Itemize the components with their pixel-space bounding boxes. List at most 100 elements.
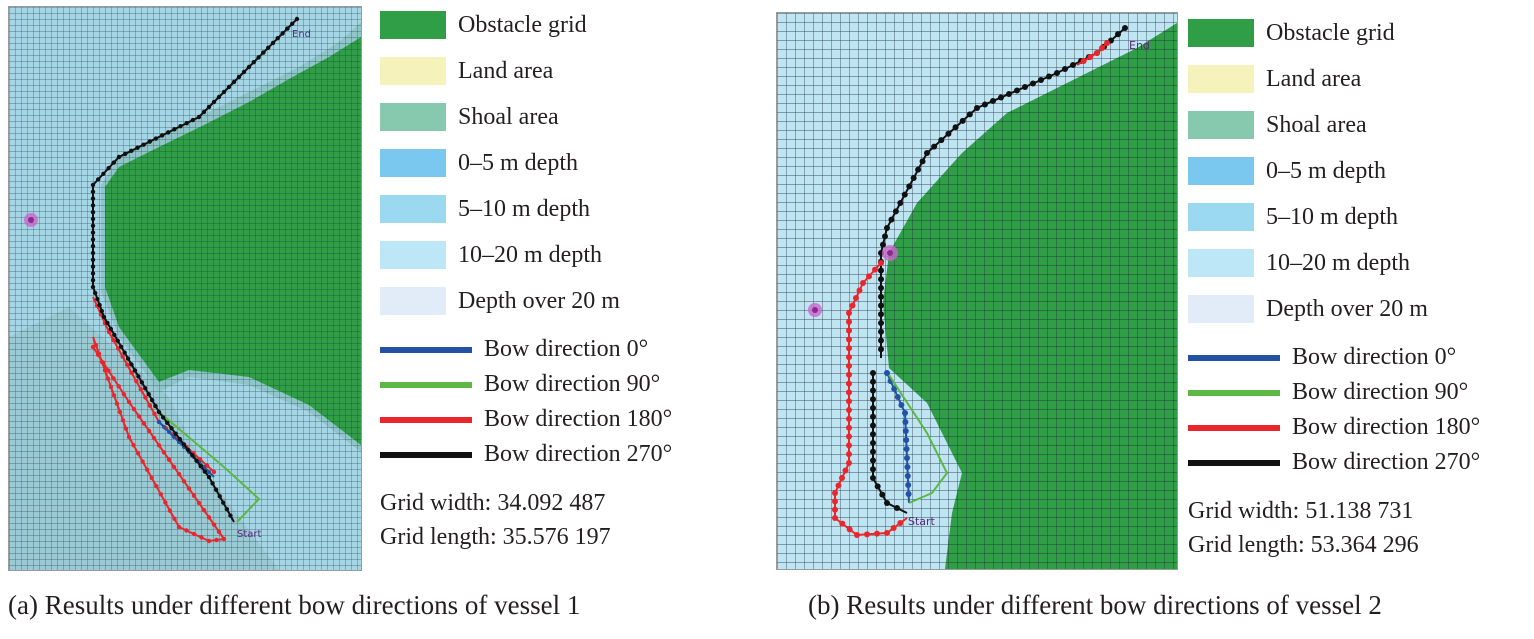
route-bow-270-point (202, 469, 208, 474)
route-bow-180-loop-point (114, 401, 120, 406)
route-bow-180-upper-point (1104, 40, 1110, 46)
route-bow-270-point (880, 241, 886, 248)
route-bow-180-loop-point (120, 418, 126, 423)
legend-line-swatch (380, 381, 472, 388)
legend-label: 5–10 m depth (458, 195, 590, 222)
grid-overlay (9, 7, 361, 570)
legend-swatch (1188, 65, 1254, 93)
route-bow-180-point (842, 467, 849, 474)
route-bow-270-point (952, 124, 959, 131)
legend-line-swatch (1188, 389, 1280, 396)
route-bow-270-point (139, 380, 145, 385)
route-bow-270-point (1022, 84, 1028, 90)
route-bow-270-point (878, 328, 884, 335)
route-bow-180-point (832, 515, 838, 521)
legend-line-swatch (1188, 424, 1280, 431)
legend-line-swatch (1188, 354, 1280, 361)
route-bow-270-point (90, 237, 96, 242)
legend-item: Shoal area (380, 94, 672, 140)
legend-line-item: Bow direction 180° (1188, 410, 1480, 445)
legend-swatch (380, 241, 446, 269)
legend-swatch (380, 149, 446, 177)
route-bow-270-point (275, 36, 280, 41)
route-bow-270-point (159, 133, 165, 138)
route-bow-180-loop-point (163, 500, 168, 505)
route-bow-270-lower-point (870, 475, 876, 481)
route-bow-270-point (878, 320, 884, 326)
route-bow-270-point (90, 250, 96, 256)
route-bow-270-point (888, 216, 895, 223)
end-label: End (1129, 39, 1150, 52)
route-bow-270-point (129, 362, 134, 367)
route-bow-270-point (294, 16, 300, 22)
legend-item: 0–5 m depth (380, 140, 672, 186)
route-bow-180-point (835, 482, 842, 489)
route-bow-270-lower-point (870, 457, 876, 464)
route-bow-0-point (904, 464, 911, 470)
start-label: Start (908, 515, 936, 528)
route-bow-180-point (832, 490, 838, 496)
route-bow-180-loop-point (93, 343, 99, 348)
route-bow-270-point (201, 109, 207, 115)
route-bow-180-loop-point (106, 368, 111, 373)
route-bow-180-loop-point (201, 507, 207, 513)
route-bow-270-lower-point (870, 387, 876, 394)
legend-swatch (380, 103, 446, 131)
route-bow-270-point (216, 94, 222, 100)
route-bow-180-upper-point (1099, 45, 1105, 51)
route-bow-180-loop-point (181, 479, 187, 484)
legend-label: 10–20 m depth (1266, 249, 1410, 276)
route-bow-270-point (132, 368, 138, 373)
legend-line-label: Bow direction 180° (1292, 414, 1481, 440)
route-bow-180-loop-point (117, 409, 123, 415)
route-bow-180-point (846, 362, 852, 369)
route-bow-270-lower-point (870, 440, 876, 446)
route-bow-270-point (261, 50, 266, 55)
legend-item: Land area (1188, 56, 1480, 102)
route-bow-270-point (878, 302, 884, 309)
route-bow-180-point (152, 411, 157, 417)
route-bow-270-point (226, 84, 232, 90)
route-bow-270-point (982, 101, 988, 108)
route-bow-0-point (903, 437, 910, 443)
route-bow-270-point (93, 290, 98, 296)
route-bow-270-lower-point (870, 405, 876, 411)
route-bow-270-point (236, 74, 242, 80)
route-bow-270-point (1054, 70, 1060, 76)
legend-line-label: Bow direction 90° (484, 371, 661, 397)
route-bow-180-point (846, 380, 852, 387)
route-bow-270-point (198, 463, 203, 469)
legend-label: Obstacle grid (1266, 19, 1395, 46)
route-bow-180-loop-point (99, 359, 105, 365)
route-bow-180-loop-point (184, 528, 189, 533)
route-bow-180-point (846, 407, 852, 414)
route-bow-0-point (905, 491, 912, 497)
route-bow-180-loop-point (126, 434, 132, 440)
map-vessel-1: End Start (8, 6, 362, 571)
route-bow-180-loop-point (186, 486, 192, 491)
route-bow-270-point (96, 177, 101, 182)
legend-label: Land area (1266, 65, 1362, 92)
legend-label: 0–5 m depth (458, 149, 578, 176)
route-bow-180-loop-point (211, 522, 217, 527)
route-bow-270-point (224, 506, 230, 512)
route-bow-270-point (135, 145, 140, 150)
legend-item: Obstacle grid (380, 2, 672, 48)
route-bow-180-loop-point (96, 351, 102, 356)
route-bow-270-point (878, 311, 884, 318)
route-bow-270-point (285, 26, 290, 31)
end-label: End (292, 29, 311, 40)
route-bow-270-point (931, 143, 938, 150)
legend-line-item: Bow direction 0° (1188, 340, 1480, 375)
route-bow-270-point (185, 447, 191, 453)
route-bow-270-point (1014, 87, 1020, 94)
route-bow-270-point (90, 264, 96, 269)
route-bow-270-lower-point (879, 491, 886, 498)
legend-swatch (1188, 19, 1254, 47)
route-bow-270-point (115, 338, 120, 343)
route-bow-270-point (945, 130, 952, 137)
route-bow-270-point (181, 442, 187, 447)
legend-line-item: Bow direction 0° (380, 332, 672, 367)
route-bow-180-point (111, 337, 116, 343)
route-bow-180-loop-point (123, 426, 129, 431)
